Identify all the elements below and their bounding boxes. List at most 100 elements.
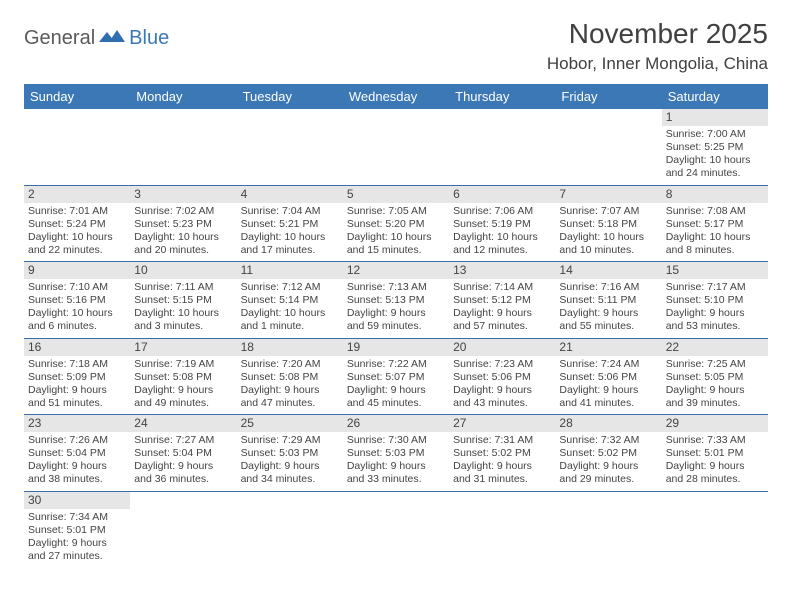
calendar-cell: 16Sunrise: 7:18 AMSunset: 5:09 PMDayligh… <box>24 339 130 415</box>
day-number: 21 <box>555 339 661 356</box>
day-of-week: Saturday <box>662 84 768 109</box>
daylight-line: Daylight: 9 hours and 43 minutes. <box>453 384 551 410</box>
calendar-cell: 28Sunrise: 7:32 AMSunset: 5:02 PMDayligh… <box>555 415 661 491</box>
calendar-cell: 24Sunrise: 7:27 AMSunset: 5:04 PMDayligh… <box>130 415 236 491</box>
sunset-line: Sunset: 5:10 PM <box>666 294 764 307</box>
calendar-cell <box>130 109 236 185</box>
day-number: 12 <box>343 262 449 279</box>
sunset-line: Sunset: 5:15 PM <box>134 294 232 307</box>
calendar-cell <box>449 109 555 185</box>
calendar-cell <box>237 492 343 568</box>
day-number: 19 <box>343 339 449 356</box>
flag-icon <box>99 26 125 51</box>
daylight-line: Daylight: 9 hours and 53 minutes. <box>666 307 764 333</box>
day-number: 4 <box>237 186 343 203</box>
sunrise-line: Sunrise: 7:19 AM <box>134 358 232 371</box>
logo-text-general: General <box>24 27 95 50</box>
sunrise-line: Sunrise: 7:02 AM <box>134 205 232 218</box>
calendar-cell: 2Sunrise: 7:01 AMSunset: 5:24 PMDaylight… <box>24 186 130 262</box>
daylight-line: Daylight: 10 hours and 15 minutes. <box>347 231 445 257</box>
sunset-line: Sunset: 5:08 PM <box>134 371 232 384</box>
daylight-line: Daylight: 10 hours and 1 minute. <box>241 307 339 333</box>
sunset-line: Sunset: 5:25 PM <box>666 141 764 154</box>
calendar-cell: 18Sunrise: 7:20 AMSunset: 5:08 PMDayligh… <box>237 339 343 415</box>
day-number: 7 <box>555 186 661 203</box>
daylight-line: Daylight: 9 hours and 45 minutes. <box>347 384 445 410</box>
sunrise-line: Sunrise: 7:24 AM <box>559 358 657 371</box>
daylight-line: Daylight: 9 hours and 29 minutes. <box>559 460 657 486</box>
calendar-cell: 23Sunrise: 7:26 AMSunset: 5:04 PMDayligh… <box>24 415 130 491</box>
day-number: 28 <box>555 415 661 432</box>
sunrise-line: Sunrise: 7:18 AM <box>28 358 126 371</box>
daylight-line: Daylight: 10 hours and 3 minutes. <box>134 307 232 333</box>
daylight-line: Daylight: 9 hours and 39 minutes. <box>666 384 764 410</box>
day-number: 3 <box>130 186 236 203</box>
daylight-line: Daylight: 9 hours and 51 minutes. <box>28 384 126 410</box>
day-number: 26 <box>343 415 449 432</box>
sunset-line: Sunset: 5:04 PM <box>28 447 126 460</box>
sunset-line: Sunset: 5:04 PM <box>134 447 232 460</box>
sunset-line: Sunset: 5:11 PM <box>559 294 657 307</box>
calendar-week: 30Sunrise: 7:34 AMSunset: 5:01 PMDayligh… <box>24 492 768 568</box>
daylight-line: Daylight: 9 hours and 49 minutes. <box>134 384 232 410</box>
daylight-line: Daylight: 9 hours and 55 minutes. <box>559 307 657 333</box>
sunset-line: Sunset: 5:24 PM <box>28 218 126 231</box>
daylight-line: Daylight: 9 hours and 34 minutes. <box>241 460 339 486</box>
daylight-line: Daylight: 9 hours and 28 minutes. <box>666 460 764 486</box>
day-number: 2 <box>24 186 130 203</box>
sunset-line: Sunset: 5:20 PM <box>347 218 445 231</box>
daylight-line: Daylight: 9 hours and 36 minutes. <box>134 460 232 486</box>
daylight-line: Daylight: 10 hours and 17 minutes. <box>241 231 339 257</box>
sunset-line: Sunset: 5:18 PM <box>559 218 657 231</box>
day-number: 24 <box>130 415 236 432</box>
calendar-cell <box>662 492 768 568</box>
day-of-week: Thursday <box>449 84 555 109</box>
calendar-week: 2 Sunrise: 7:01 AMSunset: 5:24 PM Daylight… <box>24 186 768 263</box>
sunrise-line: Sunrise: 7:05 AM <box>347 205 445 218</box>
sunset-line: Sunset: 5:17 PM <box>666 218 764 231</box>
calendar-cell <box>343 492 449 568</box>
calendar-cell: 15Sunrise: 7:17 AMSunset: 5:10 PMDayligh… <box>662 262 768 338</box>
sunrise-line: Sunrise: 7:07 AM <box>559 205 657 218</box>
sunrise-line: Sunrise: 7:01 AM <box>28 205 126 218</box>
day-number: 18 <box>237 339 343 356</box>
daylight-line: Daylight: 10 hours and 8 minutes. <box>666 231 764 257</box>
daylight-line: Daylight: 10 hours and 20 minutes. <box>134 231 232 257</box>
sunrise-line: Sunrise: 7:30 AM <box>347 434 445 447</box>
daylight-line: Daylight: 9 hours and 33 minutes. <box>347 460 445 486</box>
sunset-line: Sunset: 5:05 PM <box>666 371 764 384</box>
calendar-cell: 5Sunrise: 7:05 AMSunset: 5:20 PMDaylight… <box>343 186 449 262</box>
sunset-line: Sunset: 5:08 PM <box>241 371 339 384</box>
calendar-cell: 11Sunrise: 7:12 AMSunset: 5:14 PMDayligh… <box>237 262 343 338</box>
sunrise-line: Sunrise: 7:11 AM <box>134 281 232 294</box>
sunset-line: Sunset: 5:23 PM <box>134 218 232 231</box>
calendar-cell: 8Sunrise: 7:08 AMSunset: 5:17 PMDaylight… <box>662 186 768 262</box>
location: Hobor, Inner Mongolia, China <box>547 54 768 74</box>
sunset-line: Sunset: 5:02 PM <box>559 447 657 460</box>
sunrise-line: Sunrise: 7:14 AM <box>453 281 551 294</box>
calendar-cell: 13Sunrise: 7:14 AMSunset: 5:12 PMDayligh… <box>449 262 555 338</box>
calendar-cell: 27Sunrise: 7:31 AMSunset: 5:02 PMDayligh… <box>449 415 555 491</box>
calendar-cell: 4Sunrise: 7:04 AMSunset: 5:21 PMDaylight… <box>237 186 343 262</box>
sunrise-line: Sunrise: 7:34 AM <box>28 511 126 524</box>
sunset-line: Sunset: 5:09 PM <box>28 371 126 384</box>
sunset-line: Sunset: 5:06 PM <box>559 371 657 384</box>
day-of-week: Sunday <box>24 84 130 109</box>
sunrise-line: Sunrise: 7:31 AM <box>453 434 551 447</box>
logo: General Blue <box>24 26 169 51</box>
day-number: 25 <box>237 415 343 432</box>
day-of-week: Monday <box>130 84 236 109</box>
sunset-line: Sunset: 5:12 PM <box>453 294 551 307</box>
sunrise-line: Sunrise: 7:10 AM <box>28 281 126 294</box>
day-number: 8 <box>662 186 768 203</box>
sunrise-line: Sunrise: 7:26 AM <box>28 434 126 447</box>
calendar-week: 23Sunrise: 7:26 AMSunset: 5:04 PMDayligh… <box>24 415 768 492</box>
calendar-cell: 7 Sunrise: 7:07 AMSunset: 5:18 PMDaylight… <box>555 186 661 262</box>
calendar-cell: 3 Sunrise: 7:02 AMSunset: 5:23 PMDaylight… <box>130 186 236 262</box>
day-number: 30 <box>24 492 130 509</box>
daylight-line: Daylight: 9 hours and 47 minutes. <box>241 384 339 410</box>
sunset-line: Sunset: 5:02 PM <box>453 447 551 460</box>
sunset-line: Sunset: 5:03 PM <box>241 447 339 460</box>
daylight-line: Daylight: 10 hours and 10 minutes. <box>559 231 657 257</box>
sunset-line: Sunset: 5:13 PM <box>347 294 445 307</box>
